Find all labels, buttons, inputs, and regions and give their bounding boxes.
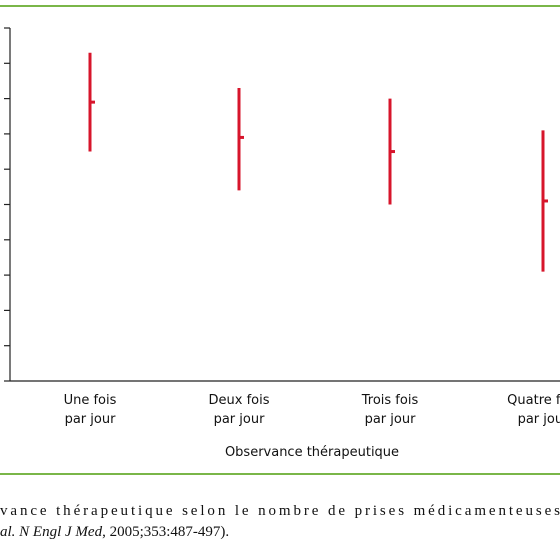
x-tick-label: Une fois <box>64 393 117 408</box>
caption-line: vance thérapeutique selon le nombre de p… <box>0 503 560 519</box>
x-tick-label: par jour <box>518 412 560 427</box>
x-tick-label: par jour <box>214 412 266 427</box>
caption-citation: al. N Engl J Med <box>0 524 103 540</box>
x-tick-label: Deux fois <box>209 393 270 408</box>
x-axis-label: Observance thérapeutique <box>225 445 399 460</box>
caption-line: al. N Engl J Med, 2005;353:487-497). <box>0 524 229 540</box>
caption-reference: , 2005;353:487-497). <box>102 524 229 540</box>
x-tick-label: par jour <box>65 412 117 427</box>
x-tick-label: par jour <box>365 412 417 427</box>
x-tick-label: Trois fois <box>361 393 419 408</box>
x-tick-label: Quatre fois <box>507 393 560 408</box>
